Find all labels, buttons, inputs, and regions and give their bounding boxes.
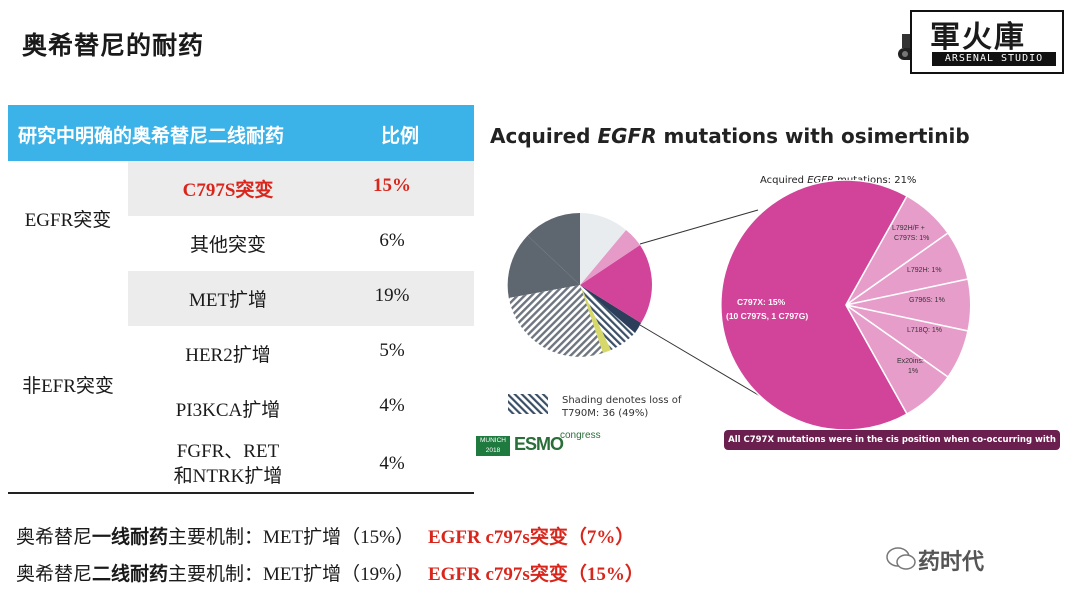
table-row: 其他突变 6% <box>128 216 474 271</box>
row-name-line2: 和NTRK扩增 <box>173 466 283 487</box>
pie-slice-blank <box>580 213 626 285</box>
label-ex20-1: Ex20ins: <box>897 358 924 365</box>
label-l718q: L718Q: 1% <box>907 327 942 334</box>
cis-position-banner: All C797X mutations were in the cis posi… <box>724 430 1060 465</box>
big-slice-ex20ins <box>845 304 950 416</box>
row-value: 4% <box>379 395 405 416</box>
table-row: FGFR、RET 和NTRK扩增 4% <box>128 435 474 495</box>
row-name: PI3KCA扩增 <box>175 400 281 421</box>
page-title: 奥希替尼的耐药 <box>22 31 205 60</box>
pie-slice-dark <box>580 285 641 333</box>
label-c797x-2: (10 C797S, 1 C797G) <box>726 311 808 321</box>
table-row: C797S突变 15% <box>128 161 474 216</box>
pie-slice-yellow <box>580 285 611 353</box>
statement-red: EGFR c797s突变（15%） <box>427 564 644 585</box>
statement-first-line: 奥希替尼一线耐药主要机制：MET扩增（15%） EGFR c797s突变（7%） <box>16 522 634 549</box>
figure-title-pre: Acquired <box>490 124 598 148</box>
label-g796s: G796S: 1% <box>909 297 945 304</box>
connector-top <box>639 209 759 245</box>
statement-prefix: 奥希替尼 <box>16 527 93 548</box>
arsenal-studio-logo: 軍火庫 ARSENAL STUDIO <box>896 8 1066 74</box>
row-name: FGFR、RET 和NTRK扩增 <box>128 439 328 489</box>
pie-slice-other-gray <box>527 213 580 285</box>
acquired-em: EGFR <box>807 175 834 186</box>
pie-slice-light-pink <box>580 230 640 285</box>
acquired-label: Acquired EGFR mutations: 21% <box>760 175 916 186</box>
row-value: 4% <box>379 453 405 474</box>
figure-title-em: EGFR <box>597 124 657 148</box>
group-non-egfr: 非EFR突变 <box>22 376 114 397</box>
esmo-logo: MUNICH 2018 ESMO congress <box>476 430 606 460</box>
legend-swatch <box>508 394 548 414</box>
label-ex20-2: 1% <box>908 368 918 375</box>
watermark-text: 药时代 <box>918 550 985 575</box>
row-value: 15% <box>373 175 411 196</box>
label-l792h: L792H: 1% <box>907 267 942 274</box>
statement-prefix: 奥希替尼 <box>16 564 93 585</box>
label-l792hf-1: L792H/F + <box>892 225 925 232</box>
logo-chinese-text: 軍火庫 <box>930 20 1026 55</box>
big-pie <box>720 180 972 430</box>
row-name: C797S突变 <box>182 180 274 201</box>
group-egfr: EGFR突变 <box>24 210 112 231</box>
esmo-year: 2018 <box>485 447 501 454</box>
table-bottom-rule <box>8 492 474 494</box>
wechat-icon <box>886 547 916 570</box>
row-name-line1: FGFR、RET <box>176 441 280 462</box>
row-name: 其他突变 <box>189 235 266 256</box>
esmo-city: MUNICH <box>480 437 506 444</box>
row-name: HER2扩增 <box>185 345 271 366</box>
legend-line-1: Shading denotes loss of <box>562 395 682 406</box>
pie-slice-navy <box>580 285 635 350</box>
statement-second-line: 奥希替尼二线耐药主要机制：MET扩增（19%） EGFR c797s突变（15%） <box>16 559 644 586</box>
connector-bottom <box>639 324 761 397</box>
row-value: 19% <box>374 285 410 306</box>
statement-mid: 主要机制：MET扩增（19%） <box>168 564 414 585</box>
legend-text: Shading denotes loss of T790M: 36 (49%) <box>562 394 681 420</box>
header-mechanism: 研究中明确的奥希替尼二线耐药 <box>18 125 285 147</box>
statement-bold: 二线耐药 <box>92 564 169 585</box>
figure-title-post: mutations with osimertinib <box>656 124 970 148</box>
statement-red: EGFR c797s突变（7%） <box>427 527 635 548</box>
row-value: 5% <box>379 340 405 361</box>
label-c797x-1: C797X: 15% <box>737 297 786 307</box>
big-slice-c797x <box>720 180 909 430</box>
esmo-city-box: MUNICH 2018 <box>476 436 510 456</box>
pie-slice-shaded <box>508 285 603 357</box>
statement-mid: 主要机制：MET扩增（15%） <box>168 527 414 548</box>
pie-slice-c797x <box>580 245 652 323</box>
row-name: MET扩增 <box>188 290 268 311</box>
acquired-post: mutations: 21% <box>833 175 917 186</box>
table-row: PI3KCA扩增 4% <box>128 381 474 436</box>
table-header: 研究中明确的奥希替尼二线耐药 比例 <box>8 105 474 161</box>
esmo-brand: ESMO <box>514 434 564 454</box>
mutation-pie-figure: C797X: 15% (10 C797S, 1 C797G) L792H/F +… <box>507 180 972 430</box>
label-l792hf-2: C797S: 1% <box>894 235 929 242</box>
table-row: MET扩增 19% <box>128 271 474 326</box>
row-value: 6% <box>379 230 405 251</box>
header-ratio: 比例 <box>380 125 419 147</box>
acquired-pre: Acquired <box>760 175 808 186</box>
pie-slice-other-gray-2 <box>507 235 580 298</box>
small-pie <box>507 213 652 357</box>
figure-title: Acquired EGFR mutations with osimertinib <box>490 124 970 148</box>
logo-english-text: ARSENAL STUDIO <box>932 52 1056 66</box>
esmo-congress: congress <box>560 430 601 441</box>
legend-line-2: T790M: 36 (49%) <box>562 408 649 419</box>
statement-bold: 一线耐药 <box>92 527 169 548</box>
table-row: HER2扩增 5% <box>128 326 474 381</box>
